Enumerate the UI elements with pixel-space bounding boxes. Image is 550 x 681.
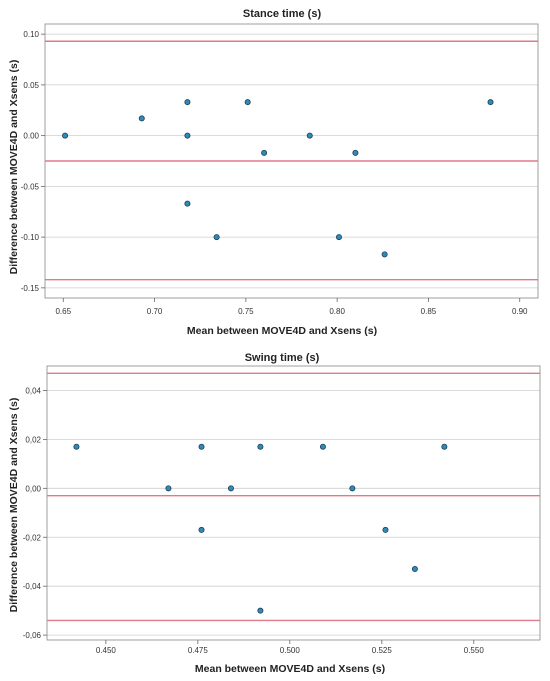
data-point: [257, 443, 264, 450]
data-point: [198, 443, 205, 450]
x-tick-label: 0.65: [55, 307, 71, 316]
x-tick-label: 0.450: [96, 646, 117, 655]
x-tick-label: 0.500: [280, 646, 301, 655]
x-tick-label: 0.70: [147, 307, 163, 316]
data-point: [165, 485, 172, 492]
x-tick-label: 0.525: [372, 646, 393, 655]
data-point: [352, 149, 359, 156]
y-tick-label: -0.05: [21, 182, 40, 191]
data-point: [227, 485, 234, 492]
stance-time-chart: Stance time (s) Mean between MOVE4D and …: [8, 8, 539, 337]
y-tick-label: 0,04: [25, 386, 41, 395]
data-point: [62, 132, 69, 139]
x-tick-label: 0.90: [512, 307, 528, 316]
data-point: [335, 234, 342, 241]
x-tick-label: 0.85: [421, 307, 437, 316]
data-point: [244, 99, 251, 106]
chart-title: Stance time (s): [243, 8, 322, 20]
data-point: [411, 566, 418, 573]
data-point: [349, 485, 356, 492]
x-axis-label: Mean between MOVE4D and Xsens (s): [187, 325, 377, 337]
y-tick-label: -0.10: [21, 233, 40, 242]
data-point: [319, 443, 326, 450]
data-point: [487, 99, 494, 106]
data-point: [184, 132, 191, 139]
y-tick-label: -0,04: [23, 582, 42, 591]
y-tick-label: 0,00: [25, 484, 41, 493]
data-point: [306, 132, 313, 139]
data-point: [138, 115, 145, 122]
x-tick-label: 0.80: [329, 307, 345, 316]
x-tick-label: 0.550: [464, 646, 485, 655]
data-point: [198, 526, 205, 533]
data-point: [184, 200, 191, 207]
data-point: [184, 99, 191, 106]
y-tick-label: -0,02: [23, 533, 42, 542]
data-point: [261, 149, 268, 156]
plot-frame: [46, 365, 541, 641]
data-point: [213, 234, 220, 241]
data-point: [257, 607, 264, 614]
data-point: [382, 526, 389, 533]
y-tick-label: 0.05: [23, 81, 39, 90]
data-point: [441, 443, 448, 450]
swing-time-chart: Swing time (s) Mean between MOVE4D and X…: [8, 352, 541, 675]
chart-title: Swing time (s): [245, 352, 320, 364]
y-tick-label: -0,06: [23, 631, 42, 640]
y-tick-label: 0,02: [25, 435, 41, 444]
x-axis-label: Mean between MOVE4D and Xsens (s): [195, 663, 385, 675]
y-axis-label: Difference between MOVE4D and Xsens (s): [8, 60, 20, 275]
data-point: [73, 443, 80, 450]
data-point: [381, 251, 388, 258]
x-tick-label: 0.75: [238, 307, 254, 316]
x-tick-label: 0.475: [188, 646, 209, 655]
y-tick-label: -0.15: [21, 284, 40, 293]
y-tick-label: 0.00: [23, 132, 39, 141]
y-tick-label: 0.10: [23, 30, 39, 39]
y-axis-label: Difference between MOVE4D and Xsens (s): [8, 398, 20, 613]
